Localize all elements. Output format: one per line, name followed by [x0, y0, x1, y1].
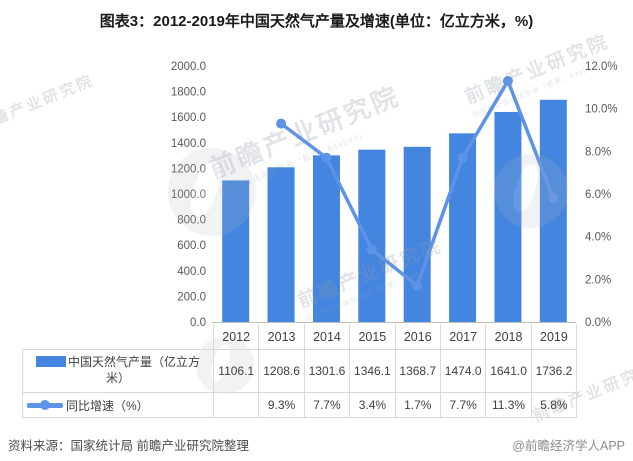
growth-value-cell: 7.7%: [439, 392, 487, 418]
left-axis-tick: 1200.0: [171, 163, 206, 175]
chart-canvas: 2000.0 1800.0 1600.0 1400.0 1200.0 1000.0 800.…: [171, 61, 618, 329]
line-point-2013: [276, 118, 287, 129]
chart-title: 图表3：2012-2019年中国天然气产量及增速(单位：亿立方米，%): [99, 13, 534, 30]
growth-value-cell: 3.4%: [349, 392, 396, 418]
line-point-2015: [366, 244, 377, 255]
bar-2016: [403, 146, 431, 322]
right-axis-tick: 12.0%: [585, 61, 618, 73]
growth-value-cell: 11.3%: [485, 392, 532, 418]
growth-legend-cell: 同比增速（%）: [22, 392, 214, 418]
left-axis-tick: 400.0: [177, 266, 206, 278]
left-axis-tick: 0.0: [190, 317, 206, 329]
production-value-cell: 1736.2: [530, 349, 578, 393]
line-point-2016: [412, 280, 423, 291]
bar-2015: [358, 149, 386, 322]
table-growth-row: 同比增速（%） 9.3% 7.7% 3.4% 1.7% 7.7% 11.3% 5…: [22, 392, 578, 418]
production-legend-label: 中国天然气产量（亿立方米）: [67, 355, 200, 385]
source-note: 资料来源：国家统计局 前瞻产业研究院整理: [8, 439, 249, 453]
growth-value-cell: 1.7%: [394, 392, 441, 418]
production-value-cell: 1106.1: [212, 349, 260, 393]
left-axis-tick: 1400.0: [171, 138, 206, 150]
line-point-2014: [321, 152, 332, 163]
year-cell: 2012: [212, 324, 260, 350]
year-cell: 2017: [439, 324, 487, 350]
production-value-cell: 1346.1: [349, 349, 396, 393]
production-series-swatch-icon: [35, 356, 66, 368]
year-cell: 2019: [530, 324, 578, 350]
left-axis-tick: 2000.0: [171, 61, 206, 73]
year-cell: 2014: [303, 324, 351, 350]
right-axis-tick: 8.0%: [585, 146, 611, 158]
growth-value-cell: [212, 392, 260, 418]
table-production-row: 中国天然气产量（亿立方米） 1106.1 1208.6 1301.6 1346.…: [22, 349, 578, 393]
left-axis-tick: 800.0: [177, 215, 206, 227]
year-cell: 2018: [485, 324, 532, 350]
production-value-cell: 1301.6: [303, 349, 351, 393]
left-axis-tick: 1000.0: [171, 189, 206, 201]
credit-note: @前瞻经济学人APP: [512, 439, 625, 453]
bar-2013: [267, 167, 295, 322]
bar-2014: [312, 155, 340, 322]
growth-legend-label: 同比增速（%）: [66, 398, 149, 413]
bar-2017: [449, 133, 477, 322]
growth-value-cell: 5.8%: [530, 392, 578, 418]
left-axis-tick: 200.0: [177, 291, 206, 303]
right-axis-tick: 4.0%: [585, 232, 611, 244]
growth-series-swatch-icon: [27, 400, 63, 410]
right-axis-tick: 6.0%: [585, 189, 611, 201]
production-value-cell: 1208.6: [258, 349, 305, 393]
production-value-cell: 1474.0: [439, 349, 487, 393]
line-point-2018: [502, 75, 513, 86]
chart-data-table: 2012 2013 2014 2015 2016 2017 2018 2019 …: [22, 324, 578, 418]
right-axis-tick: 10.0%: [585, 104, 618, 116]
left-axis-tick: 1600.0: [171, 112, 206, 124]
year-cell: 2016: [394, 324, 441, 350]
line-point-2017: [457, 152, 468, 163]
production-legend-cell: 中国天然气产量（亿立方米）: [22, 349, 214, 393]
bar-2018: [494, 111, 522, 323]
bar-2012: [222, 180, 250, 322]
bar-2019: [539, 99, 567, 322]
growth-value-cell: 7.7%: [303, 392, 351, 418]
table-corner-cell: [23, 324, 214, 350]
table-year-row: 2012 2013 2014 2015 2016 2017 2018 2019: [23, 324, 578, 350]
right-axis-tick: 2.0%: [585, 274, 611, 286]
left-axis-tick: 1800.0: [171, 87, 206, 99]
growth-value-cell: 9.3%: [258, 392, 305, 418]
production-value-cell: 1368.7: [394, 349, 441, 393]
left-axis-tick: 600.0: [177, 240, 206, 252]
year-cell: 2015: [349, 324, 396, 350]
year-cell: 2013: [258, 324, 305, 350]
production-value-cell: 1641.0: [485, 349, 532, 393]
line-point-2019: [548, 193, 559, 204]
right-axis-tick: 0.0%: [585, 317, 611, 329]
